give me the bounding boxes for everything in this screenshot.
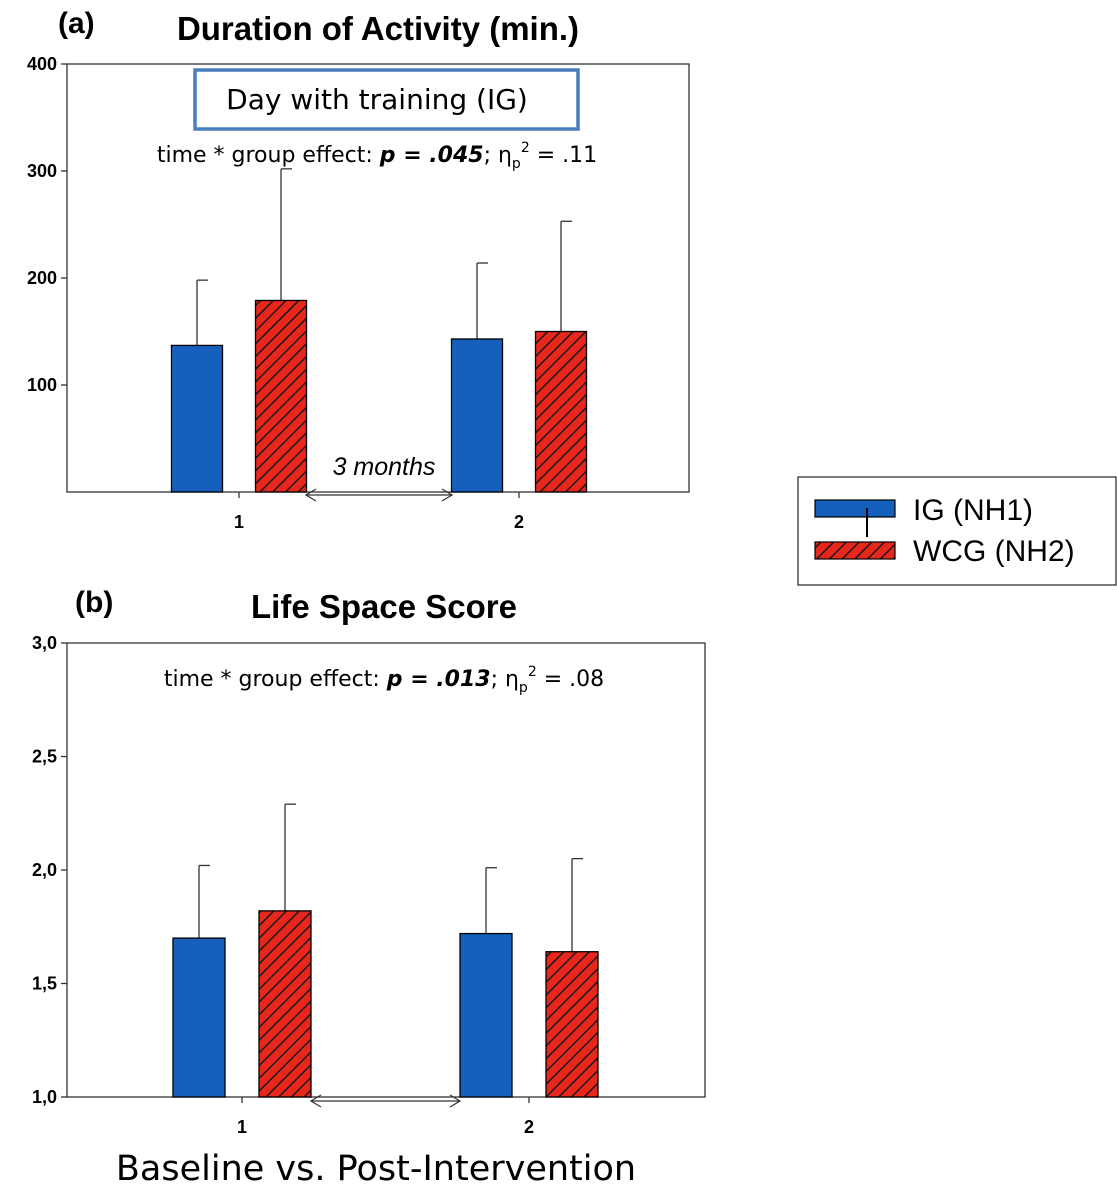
- y-tick-label-a: 300: [27, 161, 57, 181]
- panel-a-title: Duration of Activity (min.): [177, 10, 579, 47]
- y-tick-label-a: 100: [27, 375, 57, 395]
- panel-b-plot: 1,0 1,5 2,0 2,5 3,0 1 2: [32, 633, 706, 1137]
- x-axis-label: Baseline vs. Post-Intervention: [116, 1149, 636, 1189]
- interval-label: 3 months: [333, 453, 436, 481]
- y-tick-label-b: 1,5: [32, 974, 57, 994]
- legend: IG (NH1) WCG (NH2): [797, 476, 1117, 586]
- x-tick-label-a: 2: [514, 512, 524, 532]
- x-tick-label-a: 1: [234, 512, 244, 532]
- panel-b-stat-text: time * group effect: p = .013; ηp2 = .08: [164, 664, 604, 696]
- panel-b-letter: (b): [75, 586, 113, 619]
- bar-ig-b: [172, 937, 226, 1098]
- bar-wcg-a: [254, 299, 308, 493]
- legend-swatch-wcg: [814, 541, 896, 560]
- panel-a-letter: (a): [58, 7, 95, 40]
- bar-wcg-b: [545, 951, 599, 1098]
- x-tick-label-b: 2: [524, 1117, 534, 1137]
- bar-ig-a: [170, 344, 224, 493]
- legend-frame: [797, 476, 1117, 586]
- interval-arrow: [304, 488, 454, 502]
- plot-frame-b: [66, 642, 706, 1098]
- y-tick-label-b: 2,5: [32, 747, 57, 767]
- y-tick-label-b: 1,0: [32, 1087, 57, 1107]
- y-tick-label-b: 3,0: [32, 633, 57, 653]
- bar-ig-a: [450, 338, 504, 493]
- legend-label-wcg: WCG (NH2): [913, 535, 1075, 568]
- legend-swatch-ig: [814, 499, 896, 518]
- bar-wcg-a: [534, 330, 588, 493]
- legend-label-ig: IG (NH1): [913, 494, 1033, 527]
- panel-b-title: Life Space Score: [251, 588, 517, 625]
- panel-a-stat-text: time * group effect: p = .045; ηp2 = .11: [157, 140, 597, 172]
- x-tick-label-b: 1: [237, 1117, 247, 1137]
- panel-b: (b) Life Space Score 1,0 1,5 2,0 2,5 3,0 1 2 t…: [32, 586, 706, 1189]
- training-day-label: Day with training (IG): [226, 83, 528, 116]
- training-day-box: [193, 68, 580, 131]
- panel-a: (a) Duration of Activity (min.) 100 200 30…: [27, 7, 690, 532]
- y-tick-label-b: 2,0: [32, 860, 57, 880]
- y-tick-label-a: 400: [27, 54, 57, 74]
- panel-a-plot: 100 200 300 400 1 2: [27, 54, 690, 532]
- y-tick-label-a: 200: [27, 268, 57, 288]
- bar-wcg-b: [258, 910, 312, 1098]
- interval-arrow-b: [309, 1094, 462, 1108]
- bar-ig-b: [459, 932, 513, 1098]
